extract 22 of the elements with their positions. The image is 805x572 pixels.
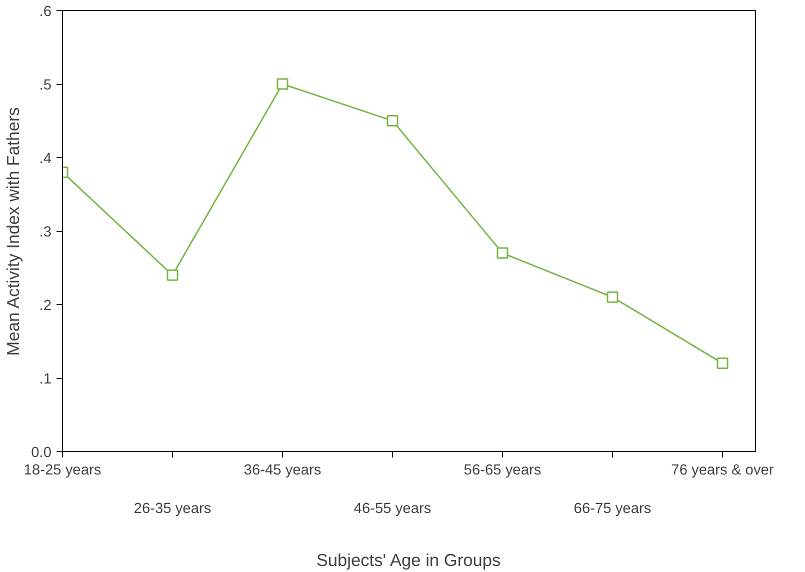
x-tick-label: 46-55 years (354, 500, 432, 517)
y-tick-label: .3 (39, 224, 52, 240)
point (496, 247, 508, 259)
y-tick-label: .4 (39, 151, 52, 167)
x-tick-label: 26-35 years (134, 500, 212, 517)
x-tick-label: 66-75 years (574, 500, 652, 517)
point (276, 78, 288, 90)
y-tick-label: 0.0 (31, 445, 52, 461)
y-tick-label: .2 (39, 298, 52, 314)
y-tick-label: .6 (39, 4, 52, 20)
point (386, 115, 398, 126)
y-axis-title: Mean Activity Index with Fathers (3, 106, 24, 356)
x-tick-label: 36-45 years (244, 462, 322, 478)
point (166, 269, 178, 281)
point (606, 291, 618, 303)
x-tick-label: 56-65 years (464, 462, 542, 478)
y-tick-label: .5 (39, 78, 52, 94)
point (716, 358, 728, 370)
x-tick-label: 76 years & over (671, 462, 774, 478)
y-tick-label: .1 (39, 372, 52, 388)
x-axis-title: Subjects' Age in Groups (316, 550, 502, 570)
x-tick-label: 18-25 years (24, 462, 102, 478)
